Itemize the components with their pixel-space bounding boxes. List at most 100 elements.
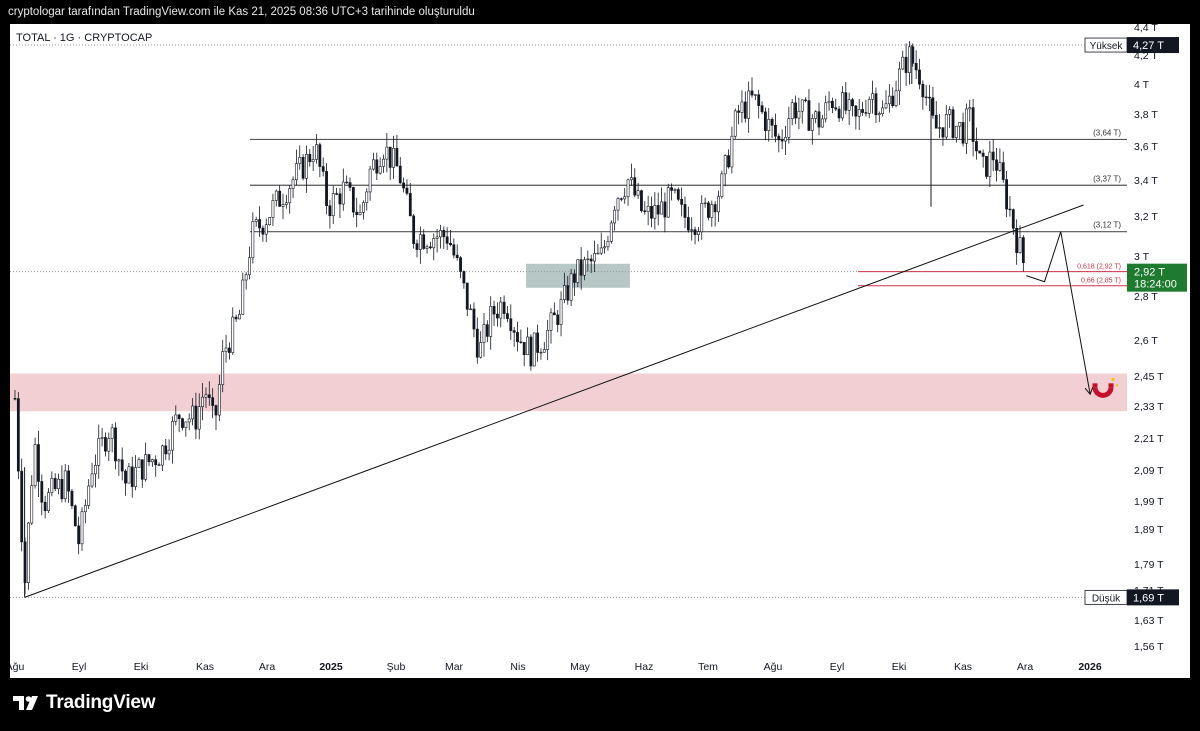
demand-zone <box>10 373 1127 412</box>
candle <box>660 187 663 215</box>
y-tick-label: 3,8 T <box>1134 109 1158 121</box>
candle-body <box>663 201 667 218</box>
candle <box>887 84 891 113</box>
candle-body <box>603 246 607 249</box>
candle <box>261 225 265 242</box>
candle-body <box>961 122 965 144</box>
candle <box>335 187 339 196</box>
candle-body <box>562 285 566 301</box>
chart-panel[interactable]: TOTAL · 1G · CRYPTOCAP (3,64 T) (3,37 T)(… <box>10 24 1190 678</box>
candle <box>291 176 295 199</box>
candle <box>683 196 687 229</box>
candle <box>268 217 272 226</box>
candle <box>800 99 804 124</box>
candle-body <box>20 470 24 543</box>
y-tick-label: 3,6 T <box>1134 141 1158 153</box>
candle-body <box>824 102 828 120</box>
candle <box>432 233 436 261</box>
candle-body <box>623 196 627 200</box>
candle-body <box>57 478 60 490</box>
candle <box>351 186 355 218</box>
candle <box>368 165 372 201</box>
candle-body <box>884 103 888 109</box>
candle <box>13 390 17 401</box>
candle <box>124 469 127 496</box>
candle <box>676 187 680 202</box>
candle-body <box>150 459 154 463</box>
candle-body <box>177 414 181 419</box>
candle <box>928 84 931 111</box>
candle <box>579 247 583 290</box>
candle <box>727 149 730 169</box>
candle <box>489 296 493 350</box>
price-chart[interactable]: (3,64 T) (3,37 T) (3,12 T) 0,618 (2,92 T) 0,… <box>10 24 1190 678</box>
candle <box>552 302 556 316</box>
candle <box>536 324 540 362</box>
candle-body <box>847 99 851 111</box>
candle-body <box>211 397 215 406</box>
candle-body <box>428 246 432 249</box>
candle-body <box>100 437 104 439</box>
candle-body <box>542 349 546 353</box>
candle-body <box>315 144 318 160</box>
candle <box>177 413 181 433</box>
candle <box>914 50 918 80</box>
candle <box>740 90 744 123</box>
candle-body <box>918 69 921 85</box>
x-tick-label: Mar <box>445 661 464 673</box>
candle-body <box>181 418 184 428</box>
candle <box>301 154 305 181</box>
candle <box>449 230 452 247</box>
candle-body <box>308 154 312 163</box>
candle-body <box>633 177 637 196</box>
trendline <box>24 204 1084 598</box>
y-tick-label: 2,45 T <box>1134 371 1164 383</box>
candle-body <box>335 193 339 195</box>
tradingview-brand[interactable]: TradingView <box>12 692 156 714</box>
candle-body <box>422 234 426 249</box>
candle <box>626 178 630 206</box>
candle-body <box>120 459 124 472</box>
candle-body <box>586 258 590 261</box>
candle-body <box>954 125 958 138</box>
candle <box>439 224 442 249</box>
candle <box>331 185 335 224</box>
candle-body <box>402 182 406 189</box>
candle-body <box>589 258 593 262</box>
candle-body <box>552 312 556 316</box>
candle-body <box>673 189 677 191</box>
candle <box>804 97 808 103</box>
candle-body <box>757 94 761 106</box>
candle <box>958 122 962 140</box>
candle <box>171 416 174 464</box>
candle <box>985 156 988 180</box>
candle-body <box>807 100 811 131</box>
candle <box>254 216 258 227</box>
candle <box>737 104 741 125</box>
x-tick-label: Haz <box>635 661 654 673</box>
candle-body <box>345 181 349 184</box>
candle-body <box>479 342 483 358</box>
candle <box>87 479 91 510</box>
y-tick-label: 1,56 T <box>1134 641 1164 653</box>
candle <box>988 140 992 187</box>
candle <box>60 465 64 503</box>
candle-body <box>107 438 111 452</box>
candle <box>318 142 322 178</box>
candle-body <box>619 198 623 200</box>
candle <box>388 146 392 181</box>
candle <box>77 516 81 555</box>
candle-body <box>405 187 409 194</box>
candle <box>576 259 580 288</box>
candle <box>673 188 677 194</box>
candle-body <box>63 470 67 500</box>
candle <box>777 133 781 153</box>
fib-label-1: 0,66 (2,85 T) <box>1081 278 1121 285</box>
candle-body <box>516 332 519 343</box>
candle-body <box>951 109 955 138</box>
candle-body <box>566 285 570 301</box>
candle-body <box>33 444 37 487</box>
y-tick-label: 2,33 T <box>1134 401 1164 413</box>
candle-body <box>469 308 473 311</box>
candle <box>797 97 801 130</box>
